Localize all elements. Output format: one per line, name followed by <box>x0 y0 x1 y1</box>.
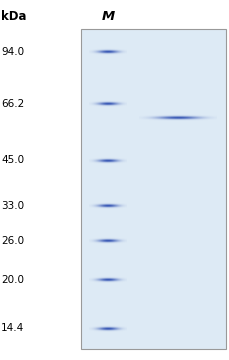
Text: 26.0: 26.0 <box>1 236 24 246</box>
Text: 20.0: 20.0 <box>1 275 24 285</box>
Text: 45.0: 45.0 <box>1 156 24 166</box>
Text: 14.4: 14.4 <box>1 323 25 333</box>
Bar <box>81 29 226 349</box>
Text: kDa: kDa <box>1 10 27 23</box>
Text: M: M <box>101 10 114 23</box>
Text: 33.0: 33.0 <box>1 201 24 211</box>
Text: 66.2: 66.2 <box>1 99 25 109</box>
Text: 94.0: 94.0 <box>1 47 24 57</box>
